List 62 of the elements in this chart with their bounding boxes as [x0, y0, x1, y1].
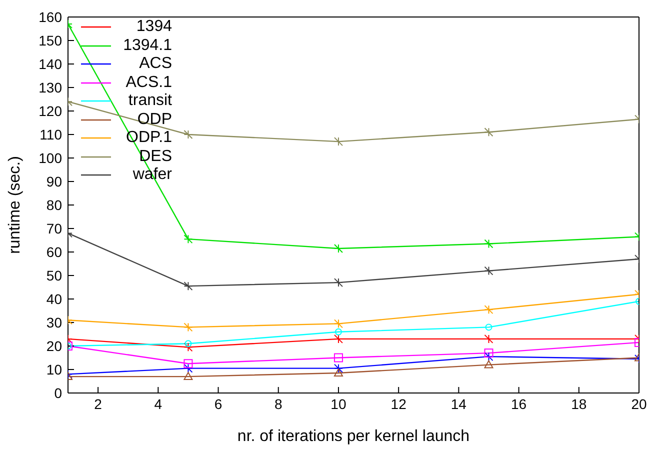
point	[334, 278, 343, 288]
point	[484, 334, 494, 344]
point	[334, 353, 343, 362]
y-tick-label: 140	[38, 56, 62, 72]
legend-label: transit	[127, 92, 172, 110]
y-tick-label: 0	[54, 384, 62, 401]
y-tick-label: 20	[46, 338, 62, 354]
legend-label: ODP	[136, 110, 172, 129]
legend-label: ACS.1	[124, 74, 172, 92]
point	[484, 128, 494, 137]
point	[484, 360, 494, 368]
x-tick-label: 20	[631, 396, 647, 412]
x-tick-label: 2	[94, 396, 102, 412]
x-tick-label: 10	[330, 396, 346, 412]
point	[484, 352, 494, 362]
point	[184, 234, 193, 244]
x-tick-label: 14	[450, 396, 467, 412]
point	[184, 282, 193, 291]
point	[485, 324, 492, 331]
point	[184, 359, 193, 368]
point	[184, 322, 193, 332]
point	[334, 328, 342, 336]
x-tick-label: 4	[154, 396, 162, 412]
point	[334, 319, 343, 328]
y-tick-label: 70	[46, 220, 62, 236]
y-tick-label: 150	[38, 32, 62, 48]
point	[334, 137, 343, 146]
x-axis-title: nr. of iterations per kernel launch	[237, 428, 470, 445]
y-tick-label: 30	[46, 314, 62, 330]
point	[184, 364, 193, 373]
y-tick-label: 100	[38, 150, 62, 166]
legend-label: 1394.1	[122, 36, 172, 55]
y-tick-label: 110	[40, 126, 62, 142]
y-tick-label: 40	[46, 290, 62, 307]
point	[184, 342, 193, 352]
x-tick-label: 12	[390, 396, 407, 412]
x-tick-label: 6	[214, 396, 222, 412]
point	[184, 340, 192, 348]
point	[334, 364, 343, 373]
point	[334, 368, 343, 377]
x-tick-label: 18	[571, 396, 587, 412]
point	[484, 305, 494, 314]
point	[484, 239, 494, 248]
y-tick-label: 160	[38, 8, 62, 25]
y-tick-label: 10	[46, 361, 62, 378]
y-tick-label: 130	[38, 79, 62, 96]
point	[334, 334, 343, 344]
point	[334, 244, 343, 253]
y-tick-label: 80	[46, 196, 62, 213]
y-tick-label: 60	[46, 244, 62, 260]
point	[184, 130, 193, 139]
x-tick-label: 8	[274, 396, 282, 412]
point	[484, 266, 494, 276]
y-tick-label: 90	[46, 173, 62, 190]
x-tick-label: 16	[511, 396, 527, 412]
point	[484, 348, 494, 358]
y-tick-label: 120	[38, 102, 62, 119]
legend-label: 1394	[135, 18, 172, 36]
point	[184, 372, 193, 380]
legend-label: ACS	[138, 55, 172, 74]
y-axis-title: runtime (sec.)	[6, 156, 24, 254]
y-tick-label: 50	[46, 267, 62, 284]
